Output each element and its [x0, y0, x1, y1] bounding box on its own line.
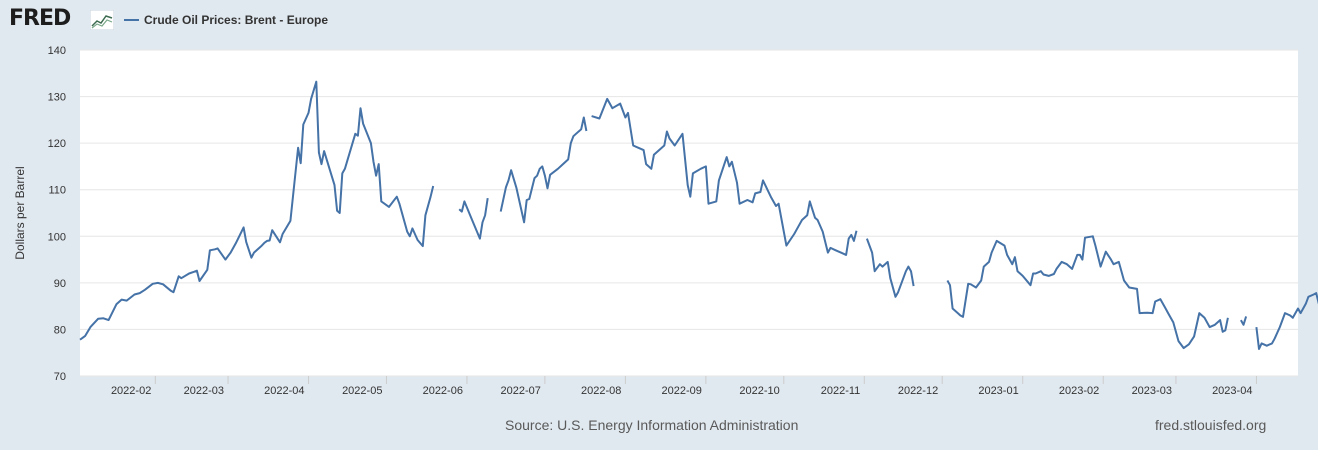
- y-axis-label: Dollars per Barrel: [13, 166, 27, 259]
- series-line-segment[interactable]: [1255, 292, 1318, 364]
- x-tick-label: 2022-09: [662, 385, 702, 397]
- y-tick-label: 80: [54, 324, 66, 336]
- y-tick-label: 110: [48, 185, 66, 197]
- x-tick-label: 2023-01: [978, 385, 1018, 397]
- y-tick-label: 120: [48, 138, 66, 150]
- x-tick-labels: 2022-02 2022-03 2022-04 2022-05 2022-06 2022-…: [111, 376, 1257, 397]
- x-tick-label: 2022-10: [739, 385, 779, 397]
- series-line-segment[interactable]: [865, 238, 915, 298]
- series-line-segment[interactable]: [591, 97, 858, 256]
- y-tick-label: 70: [54, 371, 66, 383]
- x-tick-label: 2022-02: [111, 385, 151, 397]
- series-lines: [79, 80, 1318, 364]
- x-tick-label: 2023-04: [1212, 385, 1252, 397]
- x-tick-label: 2023-03: [1132, 385, 1172, 397]
- plot-area: [80, 50, 1298, 376]
- site-link[interactable]: fred.stlouisfed.org: [1155, 417, 1267, 433]
- y-tick-label: 130: [48, 92, 66, 104]
- fred-logo-graph-icon: [90, 10, 114, 30]
- x-tick-label: 2022-07: [500, 385, 540, 397]
- x-tick-label: 2022-06: [423, 385, 463, 397]
- x-tick-label: 2022-08: [581, 385, 621, 397]
- series-line-segment[interactable]: [458, 197, 489, 240]
- y-tick-label: 100: [48, 231, 66, 243]
- chart-header: FRED Crude Oil Prices: Brent - Europe: [0, 0, 1318, 40]
- x-tick-label: 2023-02: [1059, 385, 1099, 397]
- series-line-segment[interactable]: [946, 235, 1229, 350]
- source-note: Source: U.S. Energy Information Administ…: [505, 417, 799, 433]
- series-line-segment[interactable]: [1240, 316, 1248, 326]
- legend-label: Crude Oil Prices: Brent - Europe: [144, 13, 329, 27]
- y-tick-labels: 70 80 90 100 110 120 130 140: [48, 45, 66, 383]
- x-tick-label: 2022-11: [821, 385, 861, 397]
- x-tick-label: 2022-05: [342, 385, 382, 397]
- legend-swatch: [124, 19, 139, 21]
- series-line-segment[interactable]: [79, 80, 435, 341]
- x-tick-label: 2022-03: [184, 385, 224, 397]
- x-tick-label: 2022-12: [898, 385, 938, 397]
- fred-logo[interactable]: FRED: [9, 6, 71, 31]
- series-line-segment[interactable]: [499, 116, 588, 224]
- y-tick-label: 90: [54, 278, 66, 290]
- y-tick-label: 140: [48, 45, 66, 57]
- legend[interactable]: Crude Oil Prices: Brent - Europe: [124, 12, 328, 28]
- x-tick-label: 2022-04: [264, 385, 304, 397]
